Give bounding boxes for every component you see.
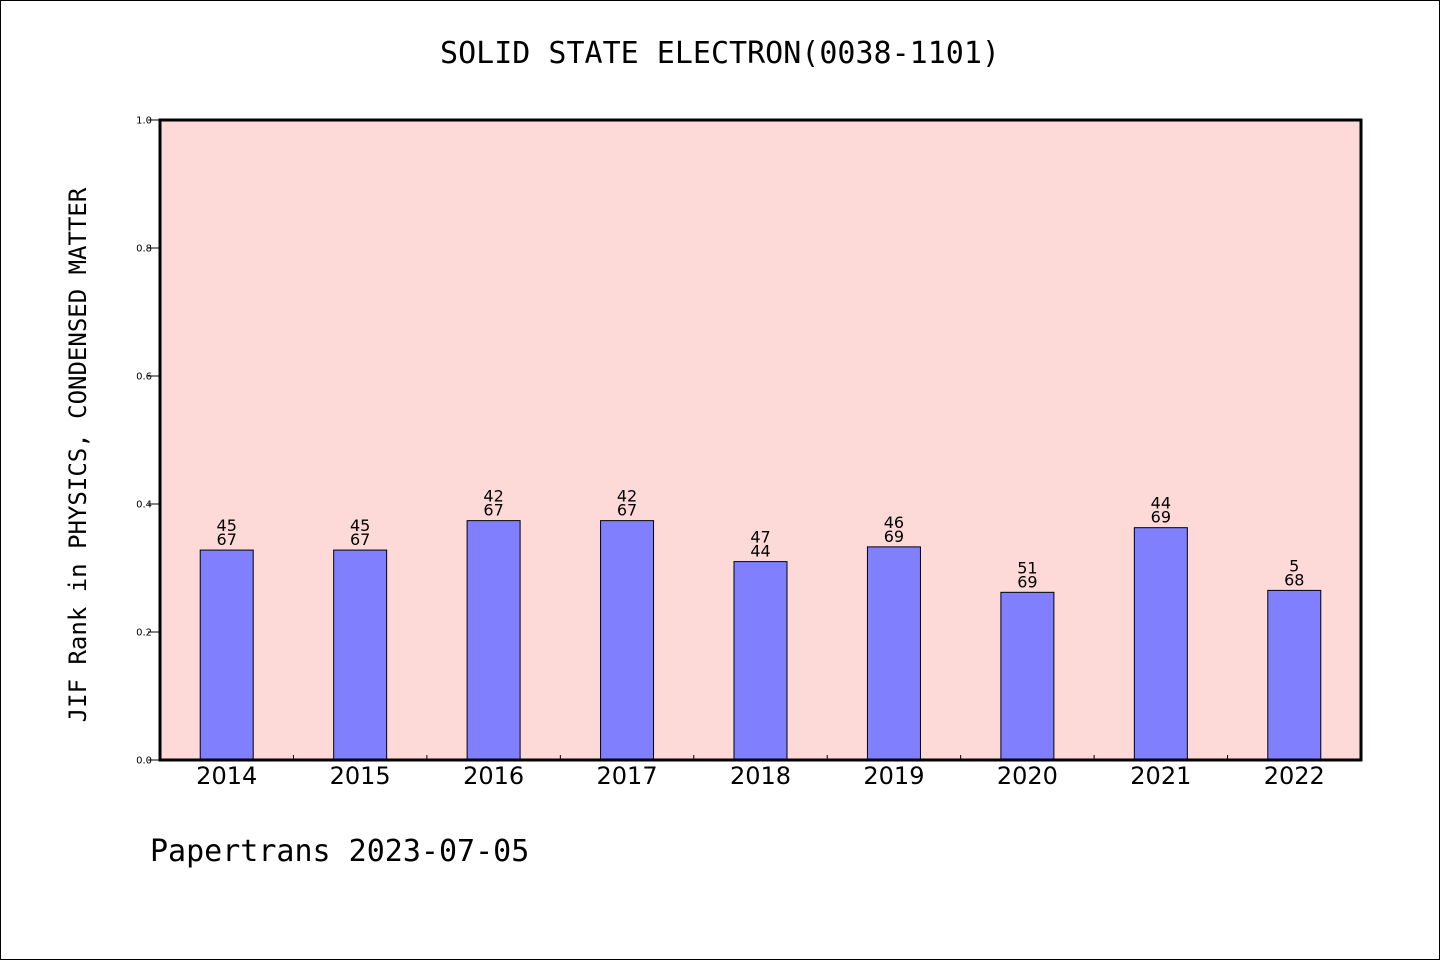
chart-title: SOLID STATE ELECTRON(0038-1101): [440, 36, 1000, 71]
y-tick-label: 0.8: [136, 244, 152, 255]
x-tick-label: 2020: [997, 762, 1058, 790]
bar-2018: [733, 561, 788, 761]
bar-rank-label: 42: [617, 487, 637, 506]
plot-border: [158, 118, 1363, 762]
y-tick-label: 0.6: [136, 372, 152, 383]
y-tick-label: 0.4: [136, 500, 152, 511]
bar-2015: [333, 549, 388, 761]
bar-rank-label: 5: [1289, 556, 1299, 575]
x-tick-label: 2022: [1264, 762, 1325, 790]
y-tick-label: 0.0: [136, 756, 152, 767]
y-tick-label: 0.2: [136, 628, 152, 639]
y-tick-label: 1.0: [136, 116, 152, 127]
bar-rank-label: 44: [1151, 494, 1171, 513]
bar-rank-label: 47: [750, 528, 770, 547]
x-tick-label: 2019: [863, 762, 924, 790]
bar-rank-label: 45: [350, 516, 370, 535]
footer-note: Papertrans 2023-07-05: [150, 834, 530, 869]
bar-2020: [1000, 591, 1055, 761]
x-tick-label: 2017: [597, 762, 658, 790]
bar-rank-label: 51: [1017, 558, 1037, 577]
x-tick-label: 2021: [1130, 762, 1191, 790]
bar-2022: [1267, 589, 1322, 761]
bar-rank-label: 42: [483, 487, 503, 506]
bar-2016: [466, 520, 521, 761]
x-ticks-group: 2014 2015 2016 2017 2018 2019 2020 2021 2022: [196, 755, 1325, 790]
bar-rank-label: 45: [217, 516, 237, 535]
bar-total-label: 69: [1151, 508, 1171, 527]
bar-total-label: 67: [483, 501, 503, 520]
x-tick-label: 2015: [330, 762, 391, 790]
bar-total-label: 44: [750, 542, 770, 561]
bar-2021: [1133, 527, 1188, 761]
bar-2017: [600, 520, 655, 761]
y-ticks-group: 0.0 0.2 0.4 0.6 0.8 1.0: [136, 116, 160, 767]
bar-2019: [866, 546, 921, 761]
bar-total-label: 67: [617, 501, 637, 520]
bar-rank-label: 46: [884, 513, 904, 532]
bar-total-label: 68: [1284, 570, 1304, 589]
bar-total-label: 69: [884, 527, 904, 546]
bar-2014: [199, 549, 254, 761]
x-tick-label: 2014: [196, 762, 257, 790]
x-tick-label: 2016: [463, 762, 524, 790]
bar-total-label: 69: [1017, 572, 1037, 591]
bar-total-label: 67: [217, 530, 237, 549]
bar-total-label: 67: [350, 530, 370, 549]
x-tick-label: 2018: [730, 762, 791, 790]
